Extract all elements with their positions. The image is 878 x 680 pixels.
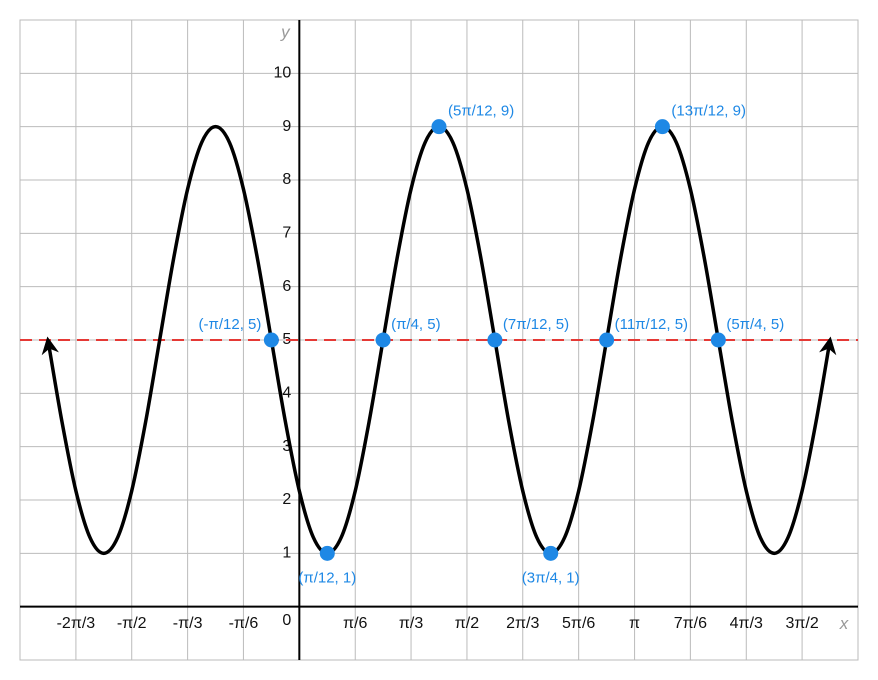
point-label: (5π/4, 5) bbox=[726, 316, 784, 333]
x-axis-label: x bbox=[839, 614, 849, 633]
point bbox=[319, 545, 335, 561]
y-tick-label: 3 bbox=[282, 438, 291, 455]
x-tick-label: 2π/3 bbox=[506, 615, 539, 632]
y-tick-label: 1 bbox=[282, 545, 291, 562]
point bbox=[263, 332, 279, 348]
x-tick-label: 4π/3 bbox=[730, 615, 763, 632]
point bbox=[654, 119, 670, 135]
y-axis-label: y bbox=[280, 22, 291, 41]
y-tick-label: 8 bbox=[282, 171, 291, 188]
x-tick-label: -π/6 bbox=[229, 615, 259, 632]
point-label: (13π/12, 9) bbox=[671, 103, 746, 120]
point bbox=[431, 119, 447, 135]
point bbox=[543, 545, 559, 561]
y-tick-label: 10 bbox=[274, 65, 292, 82]
point-label: (π/4, 5) bbox=[391, 316, 441, 333]
x-tick-label: 7π/6 bbox=[674, 615, 707, 632]
x-tick-label: 5π/6 bbox=[562, 615, 595, 632]
x-tick-label: π/6 bbox=[343, 615, 367, 632]
origin-label: 0 bbox=[282, 612, 291, 629]
x-tick-label: π bbox=[629, 615, 640, 632]
x-tick-label: π/2 bbox=[455, 615, 479, 632]
point-label: (5π/12, 9) bbox=[448, 103, 514, 120]
point-label: (11π/12, 5) bbox=[615, 316, 688, 333]
y-tick-label: 7 bbox=[282, 225, 291, 242]
point-label: (-π/12, 5) bbox=[199, 316, 262, 333]
x-tick-label: 3π/2 bbox=[785, 615, 818, 632]
x-tick-label: π/3 bbox=[399, 615, 423, 632]
point bbox=[487, 332, 503, 348]
y-tick-label: 2 bbox=[282, 491, 291, 508]
point bbox=[375, 332, 391, 348]
x-tick-label: -π/2 bbox=[117, 615, 147, 632]
point bbox=[710, 332, 726, 348]
x-tick-label: -π/3 bbox=[173, 615, 203, 632]
y-tick-label: 4 bbox=[282, 385, 291, 402]
point-label: (π/12, 1) bbox=[298, 569, 356, 586]
point bbox=[599, 332, 615, 348]
y-tick-label: 6 bbox=[282, 278, 291, 295]
x-tick-label: -2π/3 bbox=[57, 615, 96, 632]
point-label: (7π/12, 5) bbox=[503, 316, 569, 333]
point-label: (3π/4, 1) bbox=[522, 569, 580, 586]
y-tick-label: 9 bbox=[282, 118, 291, 135]
